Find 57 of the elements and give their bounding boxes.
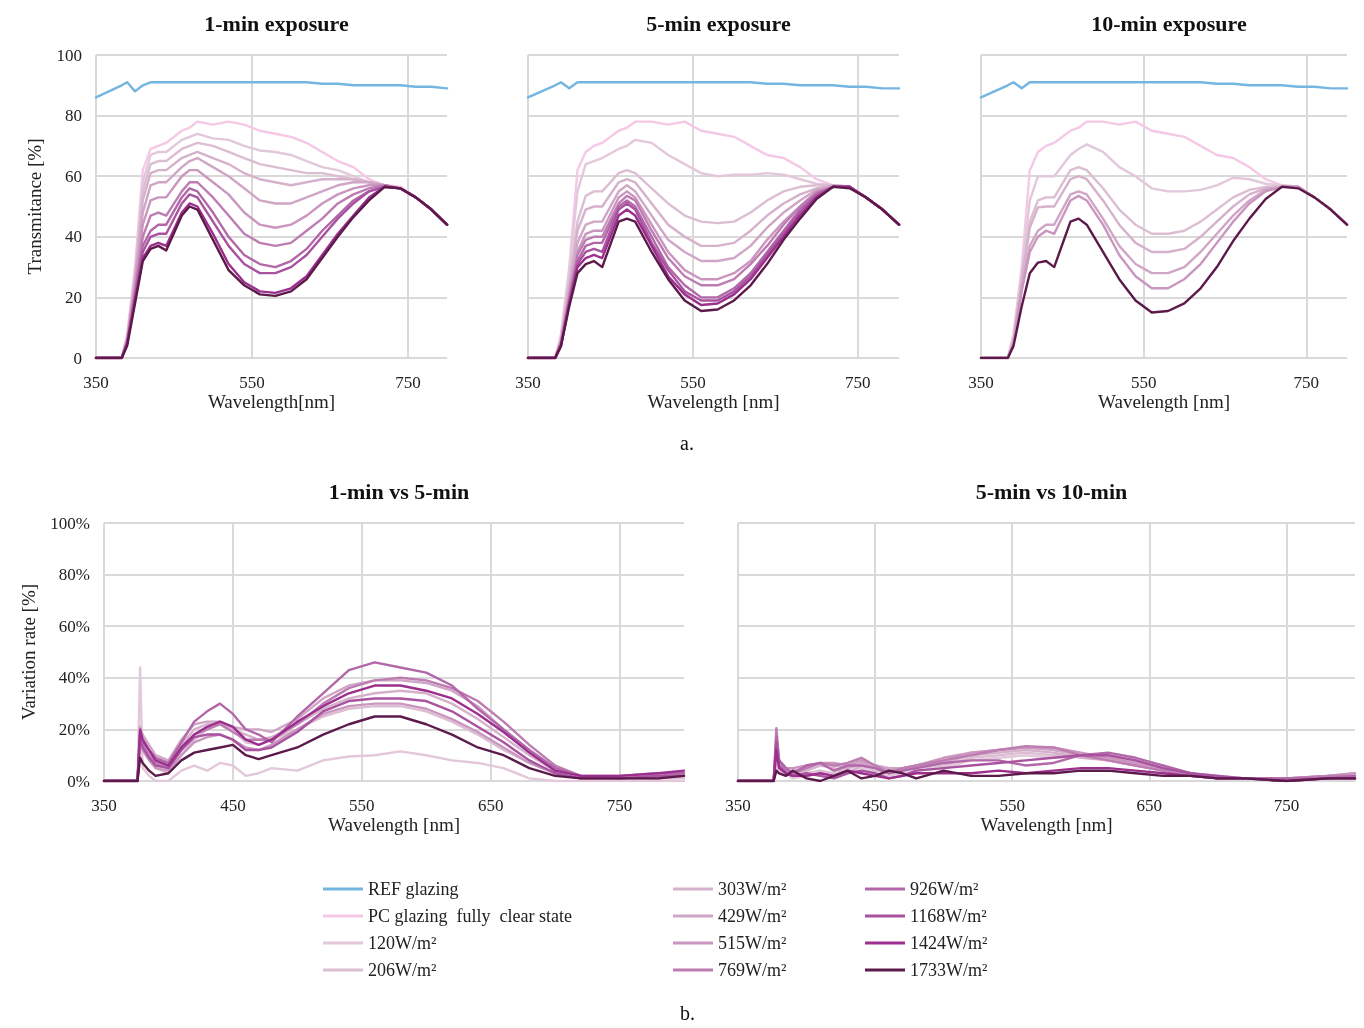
text: a. [679, 432, 694, 454]
x-tick-label: 650 [477, 796, 504, 815]
x-tick-label: 350 [725, 796, 751, 815]
x-tick-label: 350 [91, 796, 117, 815]
legend-label: 429W/m² [718, 906, 787, 926]
chart-title: 5-min exposure [646, 10, 791, 36]
y-tick-label: 80% [58, 565, 90, 585]
y-tick-label: 80 [65, 106, 82, 126]
x-tick-label: 450 [220, 796, 246, 815]
x-axis-title: Wavelength [nm] [980, 814, 1113, 835]
x-axis-title: Wavelength[nm] [207, 391, 336, 412]
x-axis-title: Wavelength [nm] [647, 391, 780, 412]
x-tick-label: 550 [680, 373, 706, 392]
y-tick-label: 100% [50, 513, 90, 533]
legend-label: 1733W/m² [910, 960, 988, 980]
y-tick-label: 20% [58, 719, 90, 739]
x-tick-label: 750 [1293, 373, 1320, 392]
y-tick-label: 100 [56, 45, 82, 65]
legend-label: 206W/m² [368, 960, 437, 980]
legend-label: 1424W/m² [910, 933, 988, 953]
x-axis-title: Wavelength [nm] [1098, 391, 1230, 412]
x-tick-label: 750 [1273, 796, 1300, 815]
x-tick-label: 650 [1136, 796, 1163, 815]
legend-label: 769W/m² [718, 960, 787, 980]
text: b. [680, 1002, 695, 1024]
y-tick-label: 40% [58, 668, 90, 688]
x-tick-label: 550 [1130, 373, 1157, 392]
x-tick-label: 550 [349, 796, 375, 815]
x-tick-label: 750 [845, 373, 871, 392]
chart-title: 5-min vs 10-min [975, 478, 1128, 504]
legend-label: REF glazing [368, 879, 459, 899]
x-tick-label: 750 [606, 796, 633, 815]
y-tick-label: 40 [65, 227, 82, 247]
y-tick-label: 60 [65, 166, 82, 186]
legend-label: 303W/m² [718, 879, 787, 899]
x-tick-label: 750 [395, 373, 421, 392]
legend-label: PC glazing fully clear state [368, 906, 572, 926]
x-tick-label: 550 [239, 373, 265, 392]
legend-label: 1168W/m² [910, 906, 987, 926]
x-tick-label: 350 [83, 373, 109, 392]
legend-label: 926W/m² [910, 879, 979, 899]
y-tick-label: 0% [67, 771, 90, 791]
legend-label: 515W/m² [718, 933, 787, 953]
chart-title: 1-min exposure [204, 10, 349, 36]
x-tick-label: 350 [968, 373, 994, 392]
x-tick-label: 550 [999, 796, 1025, 815]
y-tick-label: 20 [65, 287, 82, 307]
y-axis-title: Variation rate [%] [18, 583, 39, 721]
chart-title: 1-min vs 5-min [328, 478, 470, 504]
y-tick-label: 0 [73, 348, 82, 368]
legend-label: 120W/m² [368, 933, 437, 953]
x-tick-label: 450 [862, 796, 888, 815]
x-axis-title: Wavelength [nm] [328, 814, 460, 835]
y-axis-title: Transmitance [%] [24, 138, 45, 275]
x-tick-label: 350 [515, 373, 541, 392]
chart-title: 10-min exposure [1091, 10, 1247, 36]
y-tick-label: 60% [58, 616, 90, 636]
